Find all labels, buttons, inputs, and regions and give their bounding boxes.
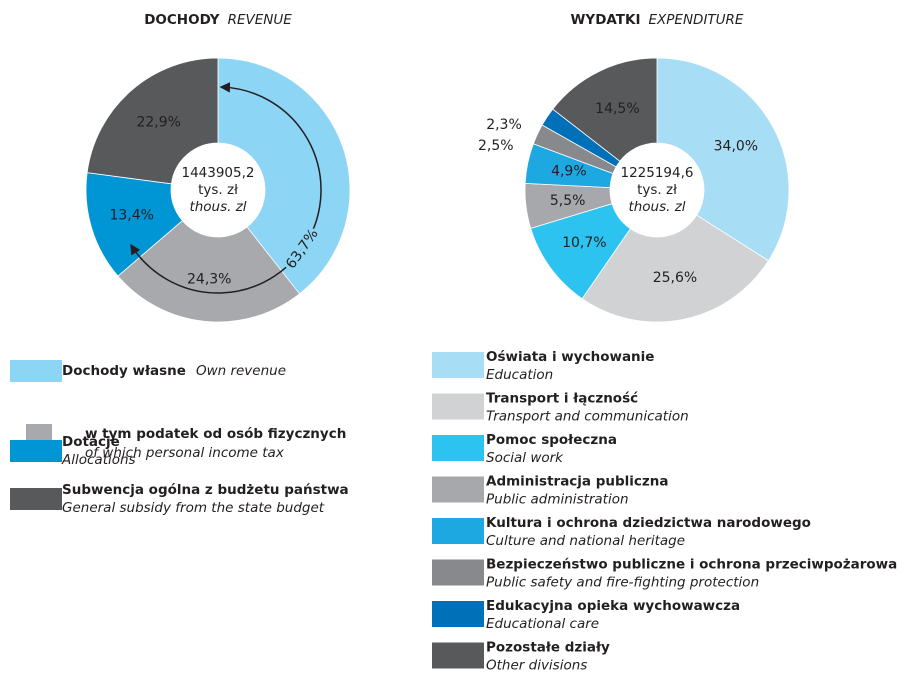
value-label: 5,5%: [550, 193, 586, 209]
legend-label: Dotacje: [62, 434, 120, 450]
legend-swatch: [432, 435, 484, 461]
legend-label-en: Social work: [486, 450, 564, 466]
legend-label: Subwencja ogólna z budżetu państwa: [62, 482, 349, 498]
legend-swatch: [432, 559, 484, 586]
legend-label-pl: Dochody własne: [62, 363, 186, 379]
unit-en-label: thous. zl: [628, 199, 685, 215]
legend-label-en: Public safety and fire-fighting protecti…: [486, 575, 759, 591]
legend-swatch: [432, 518, 484, 544]
legend-swatch: [432, 352, 484, 378]
arrow: [130, 82, 322, 294]
legend-label-en: Other divisions: [486, 658, 587, 674]
unit-en-label: thous. zl: [189, 199, 246, 215]
legend-label-en: Educational care: [486, 616, 599, 632]
unit-label: tys. zł: [637, 182, 677, 198]
value-label: 14,5%: [595, 101, 639, 117]
unit-label: tys. zł: [198, 182, 238, 198]
legend-label: Pozostałe działy: [486, 640, 610, 656]
legend-label: Transport i łączność: [486, 391, 638, 407]
legend-label-en: General subsidy from the state budget: [62, 500, 325, 516]
value-label: 4,9%: [551, 164, 587, 180]
chart-title: DOCHODY REVENUE: [144, 12, 292, 28]
chart-title: WYDATKI EXPENDITURE: [571, 12, 744, 28]
total-label: 1225194,6: [620, 165, 693, 181]
legend-label: Oświata i wychowanie: [486, 349, 654, 365]
legend-label: Dochody własne Own revenue: [62, 363, 286, 379]
title-en: REVENUE: [228, 12, 293, 28]
value-label: 2,5%: [478, 138, 514, 154]
value-label: 22,9%: [136, 114, 180, 130]
value-label: 34,0%: [714, 139, 758, 155]
legend-label-en: Public administration: [486, 492, 629, 508]
center-hole: [610, 143, 704, 237]
legend-swatch: [10, 360, 62, 382]
legend-label: Pomoc społeczna: [486, 432, 617, 448]
legend-swatch: [10, 440, 62, 462]
legend-swatch: [432, 642, 484, 669]
legend-label-en: Culture and national heritage: [486, 533, 685, 549]
legend-label: Administracja publiczna: [486, 474, 669, 490]
legend-label-en: Allocations: [61, 452, 136, 468]
legend-swatch: [432, 476, 484, 503]
legend-swatch: [10, 488, 62, 510]
value-label: 13,4%: [109, 208, 153, 224]
value-label: 25,6%: [653, 270, 697, 286]
legend-label-en: of which personal income tax: [85, 445, 285, 461]
legend-swatch: [432, 393, 484, 420]
legend-label-en: Education: [486, 367, 553, 383]
legend-label: w tym podatek od osób fizycznych: [85, 426, 346, 442]
title-pl: WYDATKI: [571, 12, 641, 28]
legend-label: Edukacyjna opieka wychowawcza: [486, 598, 740, 614]
legend-label-en: Own revenue: [196, 363, 286, 379]
legend-swatch: [432, 601, 484, 627]
value-label: 2,3%: [486, 117, 522, 133]
value-label: 10,7%: [562, 235, 606, 251]
total-label: 1443905,2: [181, 165, 254, 181]
title-en: EXPENDITURE: [649, 12, 744, 28]
value-label: 24,3%: [187, 272, 231, 288]
center-hole: [171, 143, 265, 237]
title-pl: DOCHODY: [144, 12, 220, 28]
legend-label: Bezpieczeństwo publiczne i ochrona przec…: [486, 557, 897, 573]
legend-label-en: Transport and communication: [486, 409, 689, 425]
legend-label: Kultura i ochrona dziedzictwa narodowego: [486, 515, 811, 531]
